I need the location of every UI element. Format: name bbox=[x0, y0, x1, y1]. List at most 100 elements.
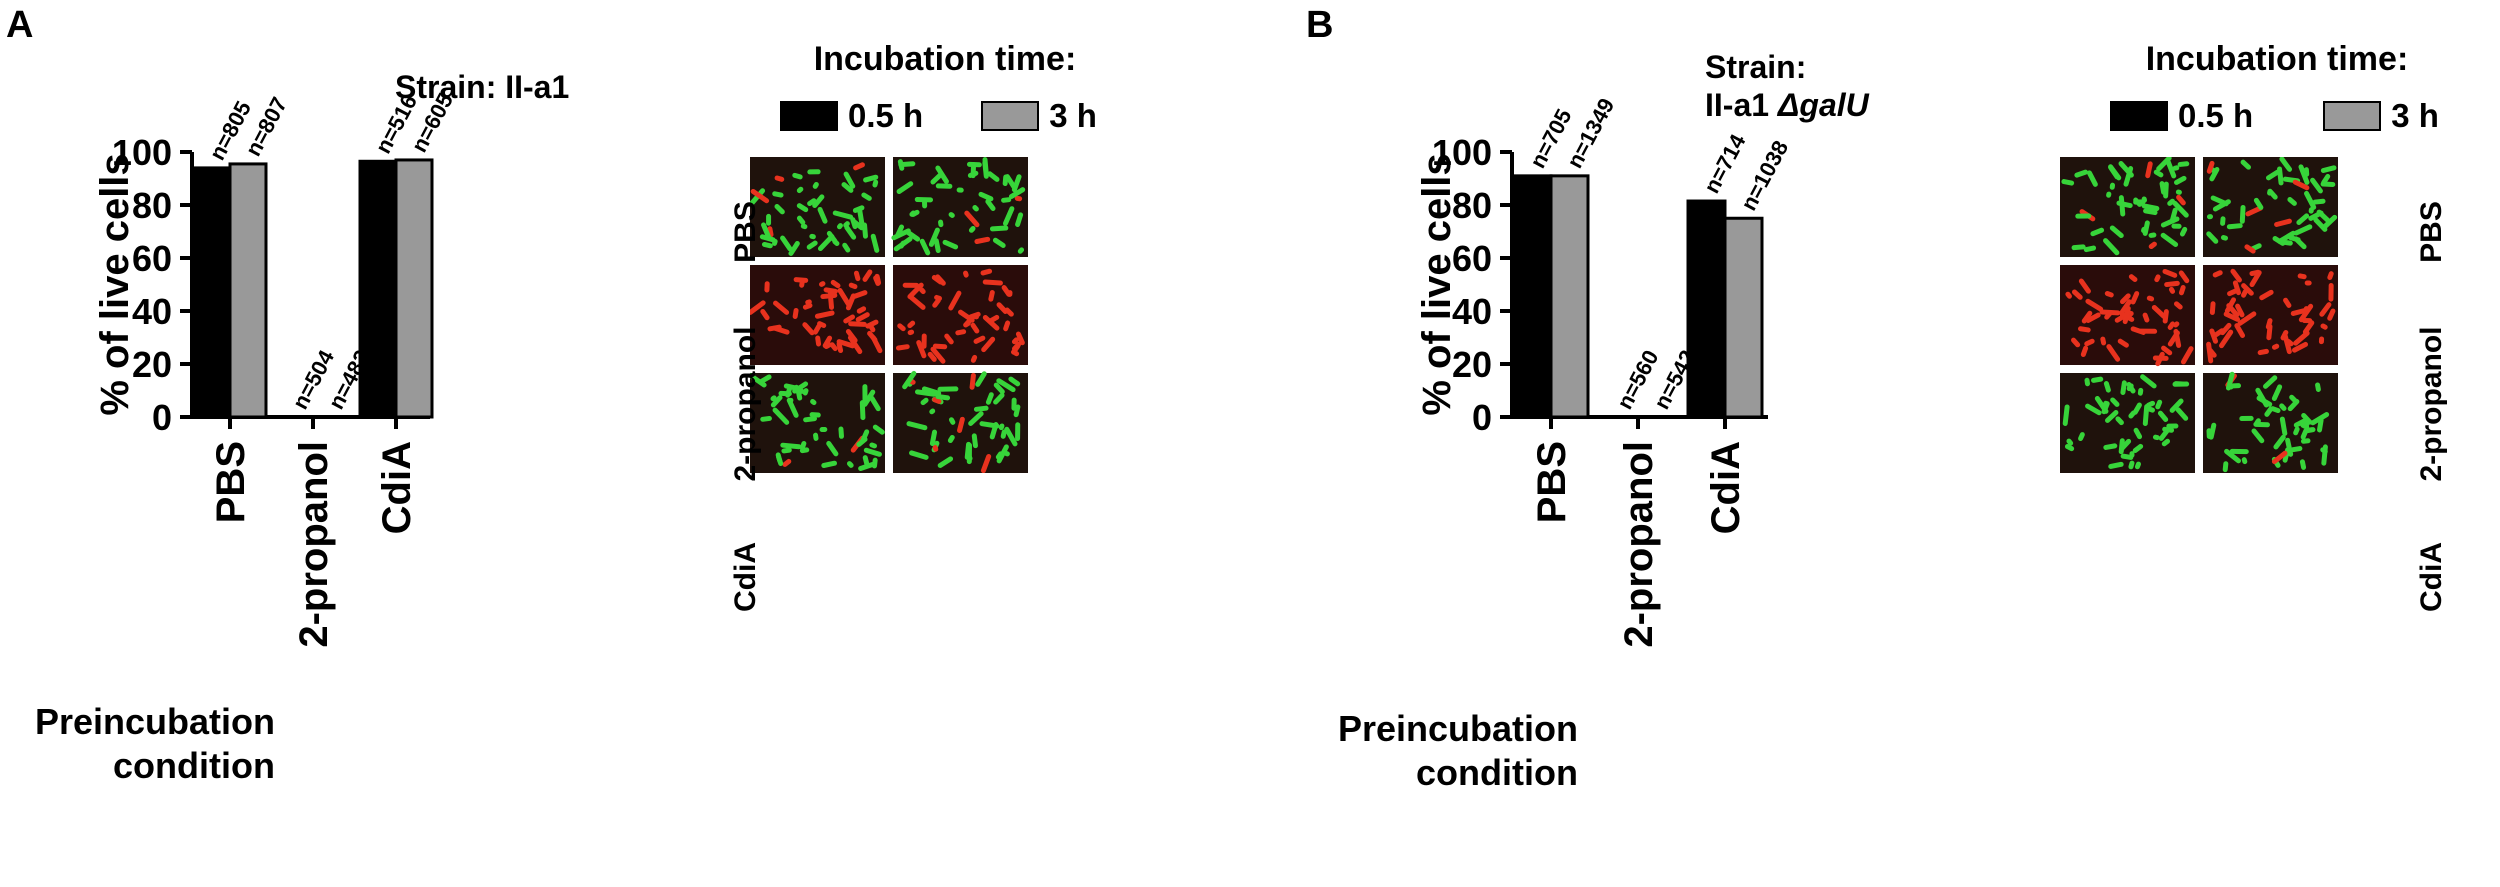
cell bbox=[1008, 376, 1021, 387]
cell bbox=[2264, 406, 2274, 417]
cell bbox=[836, 341, 844, 354]
bar bbox=[192, 166, 232, 419]
cell bbox=[2225, 371, 2235, 391]
cell bbox=[938, 219, 944, 228]
panel-b: B Strain: II-a1 ΔgalU 0 20 40 60 80 100% of l… bbox=[1250, 0, 2500, 887]
cell bbox=[944, 333, 954, 345]
cell bbox=[969, 372, 976, 390]
cell bbox=[1015, 422, 1021, 442]
cell bbox=[971, 433, 978, 449]
cell bbox=[2161, 345, 2173, 356]
cell bbox=[2293, 236, 2307, 250]
cell bbox=[2164, 280, 2180, 288]
cell bbox=[2106, 191, 2112, 198]
cell bbox=[772, 407, 790, 425]
cell bbox=[2239, 204, 2246, 224]
cell bbox=[2210, 195, 2229, 207]
cell bbox=[930, 346, 946, 364]
cell bbox=[2167, 198, 2175, 206]
cell bbox=[772, 191, 784, 198]
category-label: PBS bbox=[209, 441, 253, 523]
micrograph-tile bbox=[2203, 157, 2338, 257]
cell bbox=[2128, 274, 2138, 282]
cell bbox=[914, 389, 937, 397]
cell bbox=[2241, 457, 2248, 465]
cell bbox=[2310, 177, 2323, 194]
micrograph-bg bbox=[2203, 265, 2338, 365]
cell bbox=[932, 444, 939, 452]
cell bbox=[836, 339, 856, 349]
cell bbox=[966, 442, 972, 465]
y-tick-label: 60 bbox=[1452, 238, 1492, 279]
panel-a: A Strain: II-a1 0 20 40 60 80 100% of live ce… bbox=[6, 4, 1097, 786]
cell bbox=[2148, 241, 2157, 250]
cell bbox=[934, 294, 943, 301]
cell bbox=[993, 382, 1005, 395]
cell bbox=[992, 237, 1006, 248]
cell bbox=[980, 268, 993, 276]
cell bbox=[2152, 434, 2160, 441]
cell bbox=[2122, 305, 2131, 325]
cell bbox=[2078, 278, 2091, 294]
preincubation-line2: condition bbox=[1416, 752, 1578, 793]
cell bbox=[974, 236, 991, 245]
cell bbox=[909, 210, 916, 217]
cell bbox=[796, 203, 809, 213]
cell bbox=[2165, 159, 2177, 179]
cell bbox=[2103, 238, 2120, 256]
preincubation-line1: Preincubation bbox=[1337, 708, 1578, 749]
cell bbox=[750, 300, 766, 315]
cell bbox=[908, 294, 926, 310]
micrograph-tile bbox=[2060, 373, 2195, 473]
cell bbox=[842, 242, 851, 253]
cell bbox=[2259, 289, 2274, 301]
cell bbox=[2108, 165, 2120, 180]
cell bbox=[2253, 421, 2270, 428]
cell bbox=[836, 223, 843, 230]
cell bbox=[2162, 268, 2178, 278]
cell bbox=[970, 322, 980, 334]
legend-label: 3 h bbox=[2391, 97, 2439, 134]
legend-item-05h: 0.5 h bbox=[2110, 97, 2253, 135]
cell bbox=[963, 270, 969, 278]
cell bbox=[921, 333, 927, 349]
cell bbox=[2148, 232, 2157, 238]
cell bbox=[2304, 280, 2312, 286]
cell bbox=[2071, 289, 2083, 300]
cell bbox=[2293, 426, 2300, 436]
cell bbox=[870, 233, 880, 253]
cell bbox=[2142, 220, 2150, 236]
cell bbox=[2169, 398, 2184, 413]
cell bbox=[1017, 247, 1025, 254]
cell bbox=[896, 181, 914, 195]
cell bbox=[2162, 309, 2169, 324]
cell bbox=[2300, 422, 2310, 430]
cell bbox=[2300, 438, 2311, 444]
cell bbox=[812, 194, 825, 209]
category-label: CdiA bbox=[1704, 441, 1748, 534]
cell bbox=[2130, 326, 2146, 335]
cell bbox=[2206, 231, 2219, 244]
cell bbox=[1002, 206, 1015, 226]
cell bbox=[2154, 274, 2161, 283]
cell bbox=[987, 171, 1000, 182]
micrograph-tile bbox=[893, 370, 1028, 473]
bar bbox=[358, 159, 398, 419]
cell bbox=[2163, 181, 2169, 199]
cell bbox=[956, 187, 964, 193]
cell bbox=[996, 302, 1008, 314]
legend-item-05h: 0.5 h bbox=[780, 97, 923, 135]
cell bbox=[2080, 345, 2089, 358]
cell bbox=[841, 182, 854, 193]
cell bbox=[2104, 290, 2114, 298]
cell bbox=[2287, 399, 2300, 412]
cell bbox=[897, 323, 906, 332]
cell bbox=[799, 440, 807, 451]
cell bbox=[2298, 303, 2314, 323]
cell bbox=[2166, 423, 2179, 429]
cell bbox=[2319, 302, 2332, 317]
cell bbox=[928, 227, 940, 247]
cell bbox=[927, 351, 937, 362]
cell bbox=[869, 395, 881, 412]
